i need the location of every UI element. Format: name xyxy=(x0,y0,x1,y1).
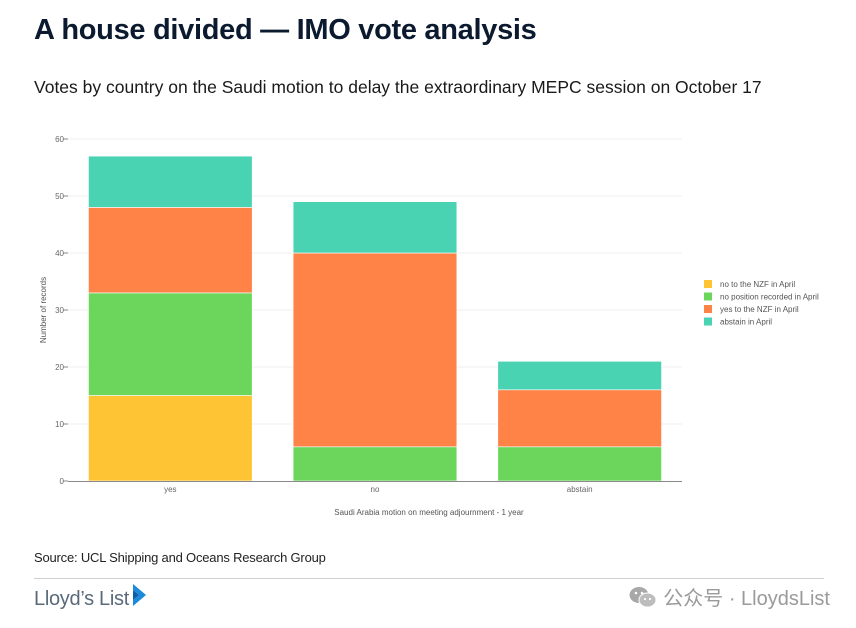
bar-segment-abstain-2[interactable] xyxy=(497,389,662,448)
bar-segment-yes-2[interactable] xyxy=(88,207,253,294)
legend-swatch xyxy=(704,317,712,326)
x-tick-label: yes xyxy=(164,485,176,494)
x-tick-label: no xyxy=(371,485,380,494)
y-tick-label: 0 xyxy=(60,477,65,486)
logo-text: Lloyd’s List xyxy=(34,587,129,610)
y-tick-label: 60 xyxy=(55,135,64,144)
legend-swatch xyxy=(704,280,712,288)
bar-segment-yes-3[interactable] xyxy=(88,155,253,208)
x-axis-label: Saudi Arabia motion on meeting adjournme… xyxy=(334,508,524,517)
bar-segment-no-1[interactable] xyxy=(292,446,458,482)
bar-segment-no-3[interactable] xyxy=(292,201,458,254)
legend: no to the NZF in April no position record… xyxy=(704,280,819,327)
y-tick-label: 10 xyxy=(55,420,64,429)
legend-label[interactable]: no to the NZF in April xyxy=(720,280,795,289)
watermark-text: 公众号 · LloydsList xyxy=(663,588,830,610)
page-title: A house divided — IMO vote analysis xyxy=(34,14,537,46)
bar-segment-no-2[interactable] xyxy=(292,252,458,448)
y-tick-label: 40 xyxy=(55,249,64,258)
y-tick-labels: 0 10 20 30 40 50 60 xyxy=(55,135,68,486)
footer-divider xyxy=(34,578,824,579)
legend-swatch xyxy=(704,292,712,301)
stacked-bar-chart: 0 10 20 30 40 50 60 yes no abstain Number of rec… xyxy=(39,135,819,517)
legend-label[interactable]: abstain in April xyxy=(720,318,772,327)
page-subtitle: Votes by country on the Saudi motion to … xyxy=(34,77,762,97)
y-tick-label: 50 xyxy=(55,192,64,201)
bar-segment-yes-0[interactable] xyxy=(88,395,253,482)
wechat-watermark: 公众号 · LloydsList xyxy=(629,582,830,611)
lloyds-list-logo: Lloyd’s List xyxy=(34,584,147,614)
y-tick-label: 30 xyxy=(55,306,64,315)
legend-label[interactable]: no position recorded in April xyxy=(720,293,819,302)
legend-label[interactable]: yes to the NZF in April xyxy=(720,305,799,314)
legend-swatch xyxy=(704,305,712,313)
bar-segment-abstain-1[interactable] xyxy=(497,446,662,482)
logo-arrow-icon xyxy=(132,584,146,606)
x-tick-labels: yes no abstain xyxy=(164,485,592,494)
y-axis-label: Number of records xyxy=(39,277,48,343)
wechat-icon xyxy=(629,586,657,607)
bar-segment-yes-1[interactable] xyxy=(88,292,253,396)
source-note: Source: UCL Shipping and Oceans Research… xyxy=(34,550,326,565)
y-tick-label: 20 xyxy=(55,363,64,372)
bars xyxy=(88,155,662,482)
bar-segment-abstain-3[interactable] xyxy=(497,361,662,391)
x-tick-label: abstain xyxy=(567,485,593,494)
